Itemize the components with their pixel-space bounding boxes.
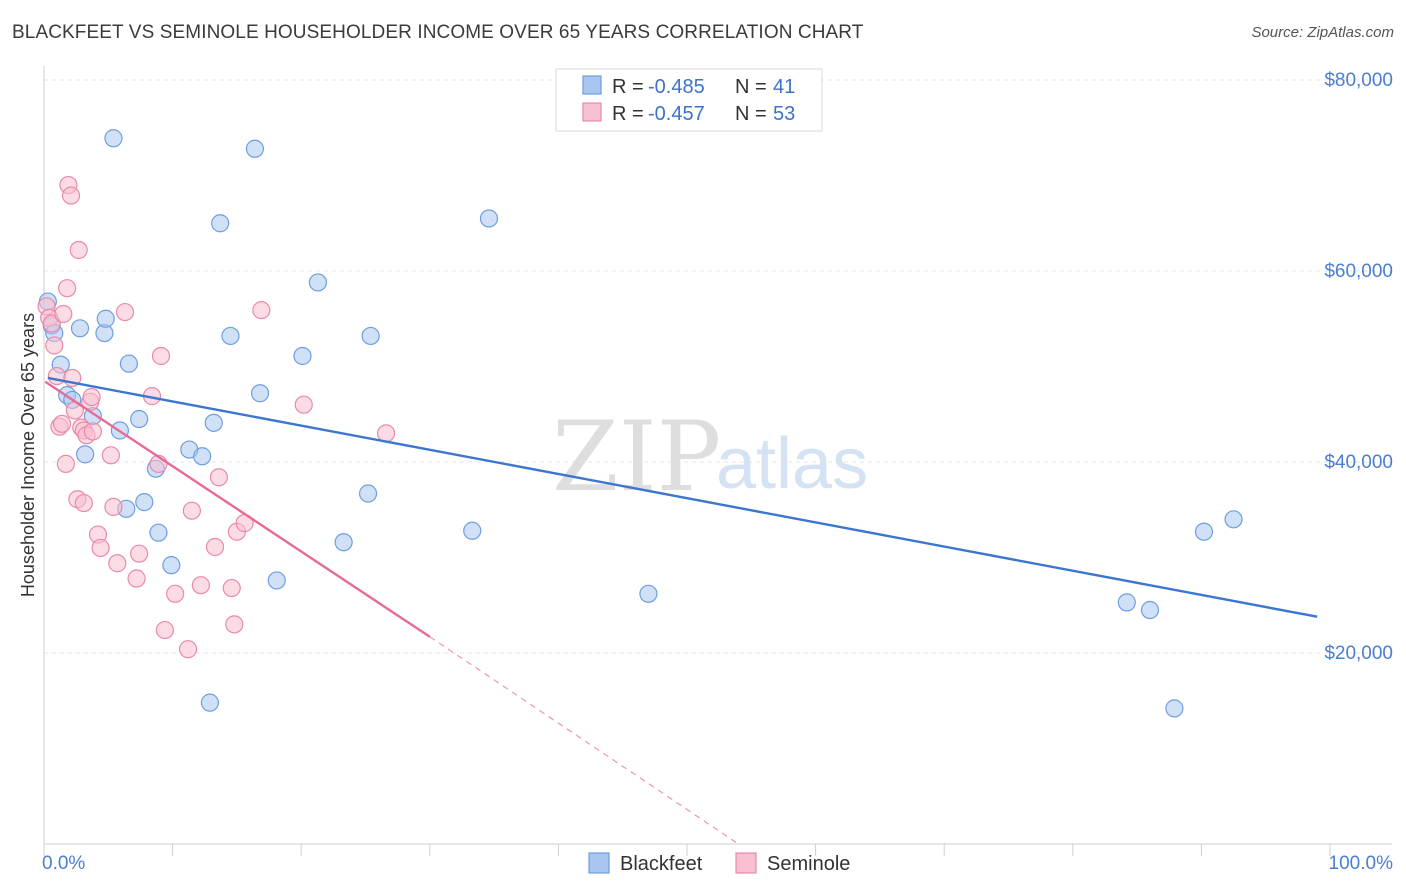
data-point-blackfeet	[119, 354, 138, 373]
axes	[43, 66, 1392, 856]
data-point-blackfeet	[1165, 699, 1184, 718]
x-tick-label: 100.0%	[1329, 853, 1394, 874]
x-tick-labels: 0.0% 100.0%	[42, 853, 1393, 874]
legend-swatch-seminole	[582, 102, 602, 122]
data-point-seminole	[58, 279, 77, 298]
bottom-legend-label-seminole: Seminole	[767, 853, 850, 875]
data-point-seminole	[82, 387, 101, 407]
legend-r-value-2: -0.457	[648, 103, 705, 125]
trend-line-blackfeet	[47, 376, 1318, 618]
gridlines	[44, 79, 1392, 654]
data-point-blackfeet	[250, 384, 270, 403]
legend-r-label-2: R =	[612, 103, 644, 125]
data-point-blackfeet	[358, 484, 378, 503]
watermark: ZIP atlas	[552, 401, 868, 513]
y-tick-label: $80,000	[1324, 70, 1393, 91]
legend-n-label-1: N =	[735, 76, 767, 98]
data-point-seminole	[205, 537, 225, 557]
data-point-seminole	[182, 501, 201, 520]
bottom-legend-swatch-blackfeet	[588, 852, 610, 874]
data-point-seminole	[155, 620, 174, 640]
data-point-blackfeet	[149, 523, 168, 542]
data-point-blackfeet	[70, 319, 90, 338]
data-point-blackfeet	[308, 273, 328, 292]
data-point-blackfeet	[267, 571, 286, 590]
data-point-blackfeet	[245, 139, 265, 158]
data-point-seminole	[56, 454, 75, 474]
chart-title: BLACKFEET VS SEMINOLE HOUSEHOLDER INCOME…	[12, 22, 864, 43]
legend-box: R = -0.485 N = 41 R = -0.457 N = 53	[555, 68, 823, 132]
data-point-blackfeet	[221, 326, 240, 346]
data-point-seminole	[47, 366, 66, 386]
data-point-blackfeet	[193, 447, 212, 466]
data-point-seminole	[108, 554, 127, 573]
data-point-blackfeet	[162, 556, 181, 575]
data-point-blackfeet	[479, 209, 499, 228]
bottom-legend-swatch-seminole	[735, 852, 757, 874]
data-point-blackfeet	[135, 493, 154, 512]
data-point-seminole	[225, 615, 244, 634]
data-point-blackfeet	[463, 521, 482, 540]
y-tick-label: $60,000	[1324, 261, 1393, 282]
data-point-seminole	[54, 304, 73, 324]
data-point-blackfeet	[334, 533, 353, 552]
data-point-blackfeet	[1194, 522, 1214, 541]
legend-n-label-2: N =	[735, 103, 767, 125]
data-point-seminole	[83, 422, 102, 441]
watermark-zip: ZIP	[552, 401, 721, 513]
data-point-blackfeet	[361, 326, 380, 346]
data-point-blackfeet	[1224, 510, 1243, 529]
x-tick-label: 0.0%	[42, 853, 85, 874]
data-point-blackfeet	[1140, 600, 1160, 620]
trend-lines	[44, 376, 1318, 845]
data-point-seminole	[191, 576, 210, 595]
data-point-seminole	[104, 497, 123, 516]
trend-line-extension-seminole	[429, 636, 739, 845]
bottom-legend: Blackfeet Seminole	[588, 852, 850, 875]
data-point-seminole	[130, 544, 149, 563]
bottom-legend-label-blackfeet: Blackfeet	[620, 853, 703, 875]
data-point-seminole	[151, 346, 171, 366]
data-point-seminole	[178, 640, 198, 659]
data-point-seminole	[52, 414, 72, 433]
data-point-seminole	[69, 240, 88, 260]
data-point-seminole	[294, 395, 313, 414]
data-point-blackfeet	[104, 129, 123, 148]
legend-r-label-1: R =	[612, 76, 644, 98]
data-point-blackfeet	[1117, 593, 1136, 612]
y-tick-label: $40,000	[1324, 452, 1393, 473]
data-point-seminole	[252, 301, 271, 320]
data-point-seminole	[101, 446, 120, 465]
legend-r-value-1: -0.485	[648, 76, 705, 98]
watermark-atlas: atlas	[716, 424, 868, 504]
data-points	[37, 129, 1243, 718]
data-point-seminole	[74, 493, 93, 513]
legend-n-value-1: 41	[773, 76, 795, 98]
data-point-blackfeet	[130, 409, 149, 429]
y-tick-labels: $20,000 $40,000 $60,000 $80,000	[1324, 70, 1393, 664]
data-point-blackfeet	[200, 693, 219, 712]
data-point-seminole	[61, 186, 81, 205]
data-point-seminole	[91, 538, 110, 558]
data-point-blackfeet	[204, 413, 223, 432]
trend-line-seminole	[44, 380, 431, 638]
data-point-blackfeet	[76, 445, 95, 464]
legend-swatch-blackfeet	[582, 75, 602, 95]
data-point-seminole	[127, 569, 146, 588]
data-point-blackfeet	[96, 309, 115, 328]
data-point-blackfeet	[639, 584, 658, 603]
data-point-seminole	[209, 468, 228, 487]
data-point-seminole	[222, 578, 241, 598]
source-credit: Source: ZipAtlas.com	[1251, 24, 1394, 41]
data-point-seminole	[115, 302, 135, 322]
y-axis-title: Householder Income Over 65 years	[18, 313, 38, 597]
y-tick-label: $20,000	[1324, 643, 1393, 664]
data-point-seminole	[45, 336, 64, 355]
legend-n-value-2: 53	[773, 103, 795, 125]
data-point-blackfeet	[211, 214, 230, 233]
data-point-blackfeet	[293, 346, 312, 366]
data-point-seminole	[166, 584, 185, 603]
